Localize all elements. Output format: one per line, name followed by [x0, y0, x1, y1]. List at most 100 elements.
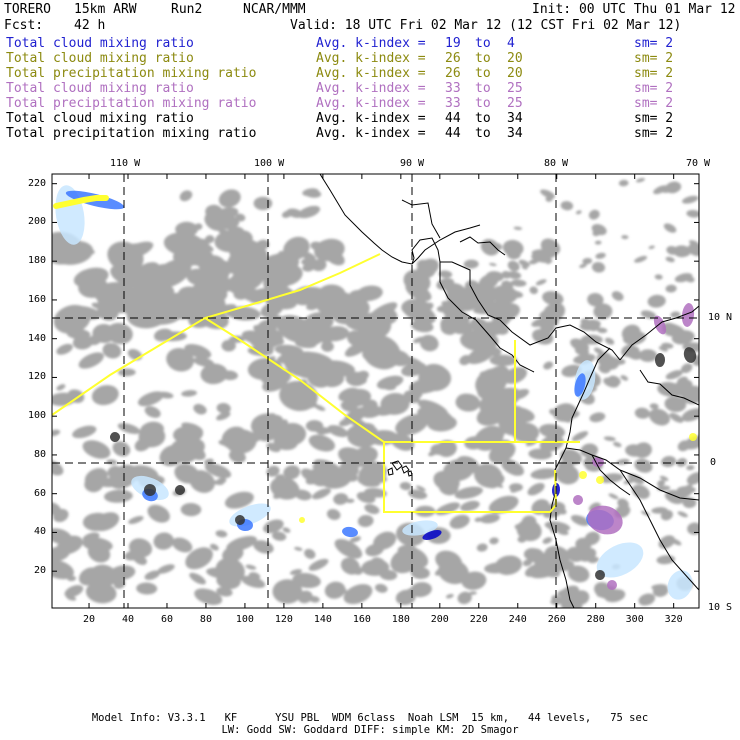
cloud-patch [653, 185, 668, 195]
y-tick-label: 160 [27, 293, 46, 305]
cloud-patch [262, 374, 289, 392]
cloud-patch [557, 529, 569, 536]
precip-patch [596, 476, 604, 484]
precip-patch [579, 471, 587, 479]
cloud-patch [234, 278, 248, 288]
legend-kindex-from: 26 [445, 66, 461, 81]
cloud-patch [659, 475, 669, 481]
cloud-patch [510, 279, 527, 287]
cloud-patch [506, 249, 521, 260]
cloud-patch [665, 370, 683, 380]
cloud-patch [416, 485, 426, 492]
cloud-patch [82, 440, 111, 459]
cloud-patch [603, 377, 619, 388]
cloud-patch [593, 303, 613, 320]
precip-patch [653, 315, 667, 335]
legend-smoothing: sm= 2 [634, 36, 674, 51]
lon-label-110w: 110 W [110, 158, 141, 169]
precip-patch [667, 570, 693, 600]
legend-kindex-to: 25 [507, 81, 523, 96]
cloud-patch [600, 473, 624, 483]
cloud-patch [686, 465, 695, 471]
forecast-label: Fcst: [4, 18, 44, 33]
y-tick-label: 60 [33, 487, 46, 499]
cloud-patch [438, 270, 453, 278]
cloud-patch [488, 495, 519, 514]
cloud-patch [181, 390, 197, 397]
y-tick-label: 120 [27, 371, 46, 383]
cloud-patch [552, 403, 577, 422]
cloud-patch [92, 512, 120, 532]
cloud-patch [480, 238, 500, 256]
precip-patch [595, 570, 605, 580]
cloud-patch [621, 324, 641, 342]
cloud-patch [118, 241, 154, 261]
cloud-patch [113, 579, 126, 589]
cloud-patch [128, 515, 144, 525]
cloud-patch [72, 335, 93, 350]
x-tick-label: 40 [121, 614, 135, 625]
cloud-patch [266, 442, 281, 453]
cloud-patch [375, 583, 388, 593]
lat-label-0: 0 [710, 457, 717, 468]
cloud-patch [304, 548, 316, 559]
x-tick-label: 80 [199, 614, 212, 625]
cloud-patch [279, 380, 318, 412]
cloud-patch [207, 221, 217, 226]
cloud-patch [634, 458, 653, 473]
cloud-patch [184, 344, 212, 359]
physics-info: LW: Godd SW: Goddard DIFF: simple KM: 2D… [221, 724, 519, 736]
cloud-patch [245, 564, 257, 570]
precip-patch [587, 505, 623, 535]
cloud-patch [546, 260, 553, 265]
cloud-patch [52, 460, 64, 476]
cloud-patch [682, 195, 699, 204]
cloud-patch [688, 240, 699, 247]
cloud-patch [676, 458, 688, 467]
cloud-field [52, 177, 699, 608]
cloud-patch [289, 569, 303, 575]
cloud-patch [480, 513, 500, 524]
cloud-patch [543, 561, 556, 569]
cloud-patch [362, 350, 386, 364]
x-tick-label: 20 [82, 614, 96, 625]
cloud-patch [221, 339, 236, 352]
cloud-patch [416, 302, 434, 313]
cloud-patch [608, 493, 619, 500]
cloud-patch [578, 547, 597, 562]
cloud-patch [256, 239, 270, 250]
cloud-patch [681, 408, 699, 422]
precip-patch [592, 456, 604, 468]
cloud-patch [113, 269, 132, 280]
cloud-patch [338, 387, 360, 402]
cloud-patch [456, 393, 471, 403]
cloud-patch [661, 456, 677, 467]
cloud-patch [294, 489, 312, 501]
axis-ticks [52, 174, 699, 608]
cloud-patch [648, 245, 655, 250]
cloud-patch [574, 346, 590, 356]
cloud-patch [200, 363, 228, 385]
precip-patch [683, 347, 697, 363]
cloud-patch [468, 591, 477, 595]
x-tick-label: 200 [430, 614, 449, 625]
legend-field: Total cloud mixing ratio [6, 51, 194, 66]
cloud-patch [253, 540, 274, 554]
valid-time: Valid: 18 UTC Fri 02 Mar 12 (12 CST Fri … [290, 18, 682, 33]
cloud-patch [454, 486, 483, 499]
cloud-patch [618, 179, 629, 187]
cloud-patch [292, 572, 321, 589]
cloud-patch [636, 177, 645, 183]
cloud-patch [627, 473, 645, 485]
y-tick-label: 140 [27, 332, 46, 344]
lon-label-80w: 80 W [544, 158, 569, 169]
cloud-patch [445, 593, 454, 599]
cloud-patch [527, 483, 545, 496]
legend-to: to [475, 51, 491, 66]
cloud-patch [664, 396, 687, 413]
y-tick-label: 180 [27, 255, 46, 267]
lat-label-10s: 10 S [708, 602, 733, 613]
cloud-patch [53, 304, 91, 334]
x-tick-label: 280 [586, 614, 605, 625]
y-tick-label: 220 [27, 177, 46, 189]
